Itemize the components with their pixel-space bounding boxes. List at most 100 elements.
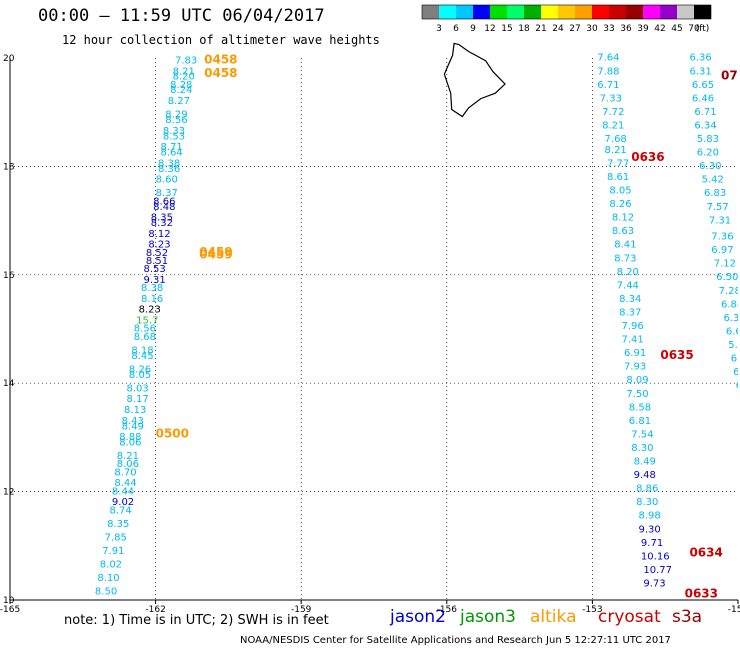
scale-label: 36 — [620, 24, 632, 34]
wave-height-value: 7.64 — [597, 53, 619, 64]
wave-height-value: 8.12 — [612, 213, 634, 224]
x-tick-label: -162 — [145, 605, 165, 615]
scale-swatch — [439, 5, 456, 19]
wave-height-value: 8.24 — [170, 85, 192, 96]
page-subtitle: 12 hour collection of altimeter wave hei… — [62, 33, 380, 47]
wave-height-value: 8.71 — [160, 142, 182, 153]
scale-label: 30 — [586, 24, 598, 34]
scale-label: 12 — [484, 24, 495, 34]
wave-height-value: 8.20 — [617, 267, 639, 278]
wave-height-value: 7.57 — [706, 202, 728, 213]
wave-height-value: 8.29 — [165, 110, 187, 121]
wave-height-value: 8.50 — [95, 587, 117, 598]
wave-height-value: 8.53 — [143, 264, 165, 275]
satellite-jason3: jason3 — [460, 607, 516, 627]
wave-height-value: 6.91 — [624, 348, 646, 359]
wave-height-value: 7.12 — [714, 259, 736, 270]
scale-swatch — [558, 5, 575, 19]
scale-swatch — [609, 5, 626, 19]
wave-height-value: 8.10 — [97, 573, 119, 584]
scale-swatch — [524, 5, 541, 19]
wave-height-value: 6.65 — [692, 80, 714, 91]
wave-height-value: 9.30 — [639, 524, 661, 535]
pass-time-label: 0458 — [204, 52, 237, 66]
satellite-jason2: jason2 — [390, 607, 446, 627]
wave-height-value: 10.77 — [643, 565, 672, 576]
pass-time-label: 0754 — [721, 69, 740, 83]
satellite-s3a: s3a — [672, 607, 703, 627]
pass-time-label: 0634 — [689, 546, 722, 560]
wave-height-value: 7.36 — [711, 232, 733, 243]
wave-height-value: 8.66 — [153, 196, 175, 207]
wave-height-value: 7.41 — [622, 335, 644, 346]
wave-height-value: 8.32 — [151, 218, 173, 229]
wave-height-value: 8.41 — [614, 240, 636, 251]
wave-height-value: 8.02 — [100, 559, 122, 570]
scale-swatch — [677, 5, 694, 19]
wave-height-value: 8.64 — [160, 148, 182, 159]
wave-height-value: 8.30 — [631, 443, 653, 454]
wave-height-value: 6.31 — [689, 66, 711, 77]
wave-height-value: 8.03 — [126, 383, 148, 394]
wave-height-value: 9.48 — [634, 470, 656, 481]
wave-height-value: 6.50 — [716, 272, 738, 283]
y-tick-label: 20 — [3, 54, 15, 64]
scale-label: 18 — [518, 24, 530, 34]
scale-label: 70 — [688, 24, 700, 34]
wave-height-value: 8.70 — [114, 467, 136, 478]
scale-swatch — [643, 5, 660, 19]
wave-height-value: 6.71 — [694, 107, 716, 118]
wave-height-value: 8.06 — [119, 438, 141, 449]
satellite-altika: altika — [530, 607, 577, 627]
wave-height-value: 8.37 — [156, 188, 178, 199]
wave-height-value: 8.49 — [634, 457, 656, 468]
wave-height-value: 7.77 — [607, 158, 629, 169]
satellite-cryosat: cryosat — [598, 607, 661, 627]
wave-height-value: 8.37 — [619, 307, 641, 318]
x-tick-label: -156 — [437, 605, 458, 615]
scale-swatch — [422, 5, 439, 19]
y-tick-label: 18 — [3, 162, 15, 172]
wave-height-value: 9.73 — [643, 578, 665, 589]
wave-height-value: 7.93 — [624, 362, 646, 373]
wave-height-value: 6.20 — [697, 148, 719, 159]
wave-height-value: 8.44 — [114, 478, 136, 489]
wave-height-value: 7.31 — [709, 215, 731, 226]
wave-height-value: 8.63 — [612, 226, 634, 237]
wave-height-value: 5.42 — [702, 175, 724, 186]
wave-height-value: 8.27 — [168, 96, 190, 107]
wave-height-value: 8.98 — [639, 511, 661, 522]
wave-height-value: 7.72 — [602, 107, 624, 118]
x-tick-label: -165 — [0, 605, 20, 615]
wave-height-value: 6.36 — [723, 313, 740, 324]
wave-height-value: 9.71 — [641, 538, 663, 549]
wave-height-value: 9.31 — [143, 275, 165, 286]
pass-time-label: 0633 — [685, 586, 718, 600]
wave-height-value: 7.33 — [600, 93, 622, 104]
wave-height-value: 6.30 — [699, 161, 721, 172]
y-tick-label: 10 — [3, 596, 15, 606]
scale-label: 45 — [671, 24, 682, 34]
x-tick-label: -153 — [582, 605, 602, 615]
wave-height-value: 7.44 — [617, 280, 639, 291]
wave-height-value: 8.30 — [636, 497, 658, 508]
pass-time-label: 0459 — [199, 248, 232, 262]
wave-height-value: 6.66 — [731, 354, 740, 365]
wave-height-value: 7.54 — [631, 429, 653, 440]
wave-height-value: 8.73 — [614, 253, 636, 264]
scale-label: 15 — [501, 24, 512, 34]
wave-height-value: 8.33 — [163, 126, 185, 137]
wave-height-value: 8.49 — [122, 421, 144, 432]
wave-height-value: 8.51 — [146, 256, 168, 267]
scale-label: 42 — [654, 24, 665, 34]
credit-line: NOAA/NESDIS Center for Satellite Applica… — [240, 635, 671, 646]
wave-height-value: 10.16 — [641, 551, 670, 562]
wave-height-value: 8.36 — [158, 164, 180, 175]
pass-time-label: 0636 — [631, 150, 664, 164]
wave-height-value: 7.28 — [719, 286, 740, 297]
wave-height-value: 7.91 — [102, 546, 124, 557]
wave-height-value: 8.16 — [141, 294, 163, 305]
wave-height-value: 7.85 — [105, 532, 127, 543]
